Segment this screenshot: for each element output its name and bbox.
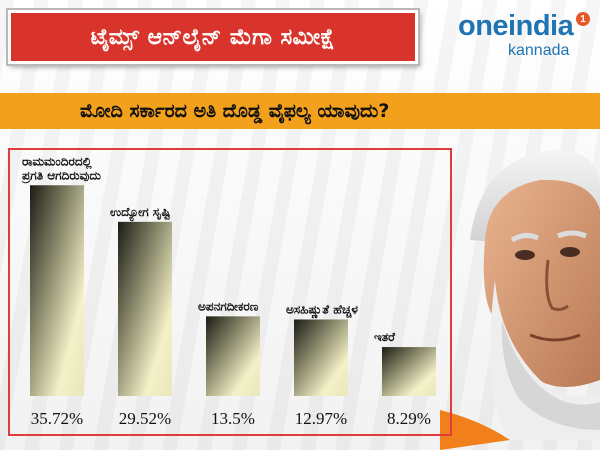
- logo-badge: 1: [576, 12, 590, 26]
- value-label-3: 13.5%: [211, 409, 255, 428]
- logo-wordmark: oneindia: [458, 10, 574, 42]
- logo-subtitle: kannada: [508, 42, 570, 59]
- category-label-4: ಅಸಹಿಷ್ಣುತೆ ಹೆಚ್ಚಳ: [286, 302, 358, 319]
- bar-4: [294, 319, 348, 396]
- bar-2: [118, 221, 172, 396]
- poll-question: ಮೋದಿ ಸರ್ಕಾರದ ಅತಿ ದೊಡ್ಡ ವೈಫಲ್ಯ ಯಾವುದು?: [80, 100, 390, 122]
- question-band: ಮೋದಿ ಸರ್ಕಾರದ ಅತಿ ದೊಡ್ಡ ವೈಫಲ್ಯ ಯಾವುದು?: [0, 93, 600, 129]
- portrait-illustration: [440, 149, 600, 450]
- value-label-2: 29.52%: [119, 409, 171, 428]
- category-label-2: ಉದ್ಯೋಗ ಸೃಷ್ಟಿ: [110, 205, 171, 222]
- category-label-3: ಅಪನಗದೀಕರಣ: [198, 299, 259, 313]
- category-label-1-line-2: ಪ್ರಗತಿ ಆಗದಿರುವುದು: [21, 168, 101, 183]
- survey-title-banner: ಟೈಮ್ಸ್ ಆನ್‌ಲೈನ್ ಮೆಗಾ ಸಮೀಕ್ಷೆ: [8, 10, 418, 64]
- bar-3: [206, 316, 260, 396]
- category-label-1-line-1: ರಾಮಮಂದಿರದಲ್ಲಿ: [22, 154, 92, 170]
- value-label-1: 35.72%: [31, 409, 83, 428]
- bar-chart: ರಾಮಮಂದಿರದಲ್ಲಿಪ್ರಗತಿ ಆಗದಿರುವುದು 35.72% ಉದ್ಯ…: [21, 154, 436, 428]
- category-label-5: ಇತರೆ: [374, 330, 396, 344]
- bar-5: [382, 347, 436, 396]
- value-label-5: 8.29%: [387, 409, 431, 428]
- bar-1: [30, 185, 84, 396]
- survey-title: ಟೈಮ್ಸ್ ಆನ್‌ಲೈನ್ ಮೆಗಾ ಸಮೀಕ್ಷೆ: [90, 24, 336, 50]
- value-label-4: 12.97%: [295, 409, 347, 428]
- chart-frame: ರಾಮಮಂದಿರದಲ್ಲಿ ಪ್ರಗತಿ ಆಗದಿರುವುದು 35.72% ಉದ್ಯ…: [8, 148, 452, 436]
- oneindia-logo: oneindia 1 kannada: [446, 6, 596, 64]
